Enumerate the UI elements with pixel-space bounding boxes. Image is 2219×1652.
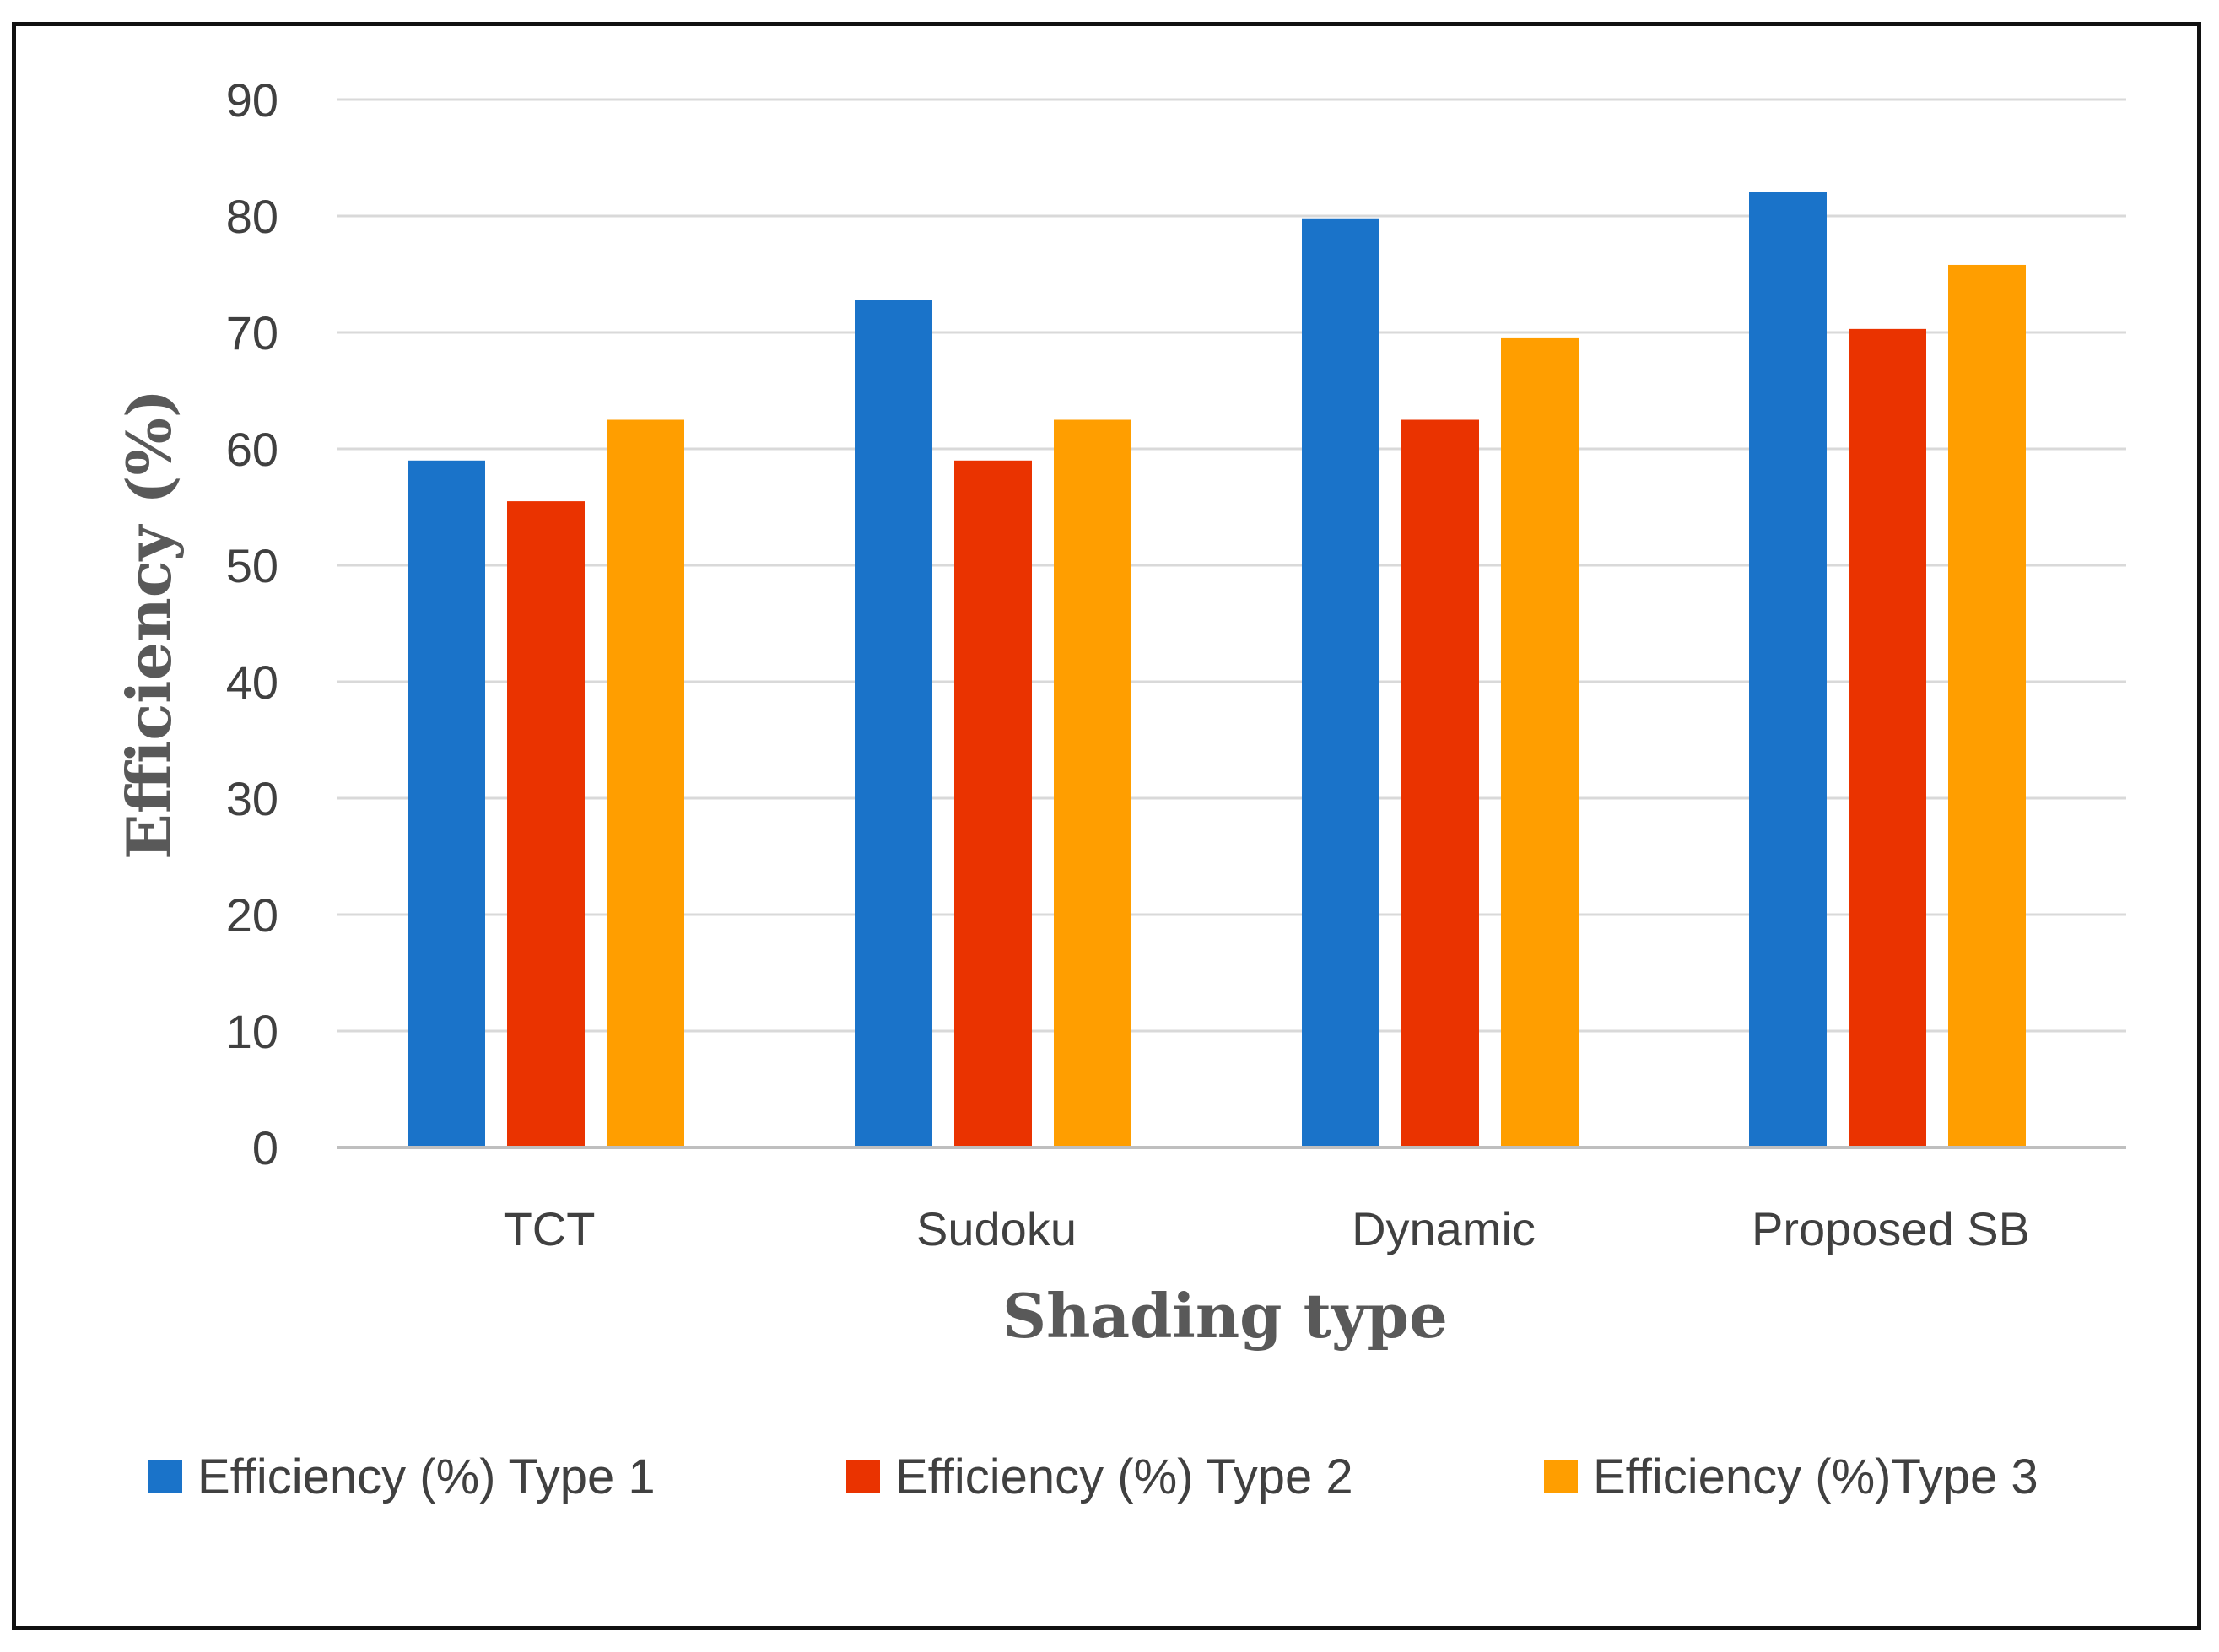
bars [337, 192, 2126, 1149]
y-tick-label: 40 [226, 656, 278, 709]
bar-sudoku-type-2 [954, 460, 1032, 1147]
x-tick-label: Dynamic [1352, 1202, 1536, 1255]
y-tick-label: 10 [226, 1005, 278, 1058]
y-tick-label: 0 [252, 1121, 278, 1174]
legend-label-type-3: Efficiency (%)Type 3 [1593, 1450, 2038, 1504]
y-tick-label: 20 [226, 888, 278, 942]
y-tick-label: 30 [226, 772, 278, 825]
x-axis-ticks: TCT Sudoku Dynamic Proposed SB [504, 1202, 2030, 1255]
legend-label-type-1: Efficiency (%) Type 1 [197, 1450, 656, 1504]
bar-proposed-sb-type-2 [1849, 328, 1926, 1147]
x-axis-title: Shading type [1002, 1280, 1448, 1352]
bar-dynamic-type-2 [1401, 419, 1479, 1147]
y-tick-label: 70 [226, 306, 278, 359]
legend-swatch-type-2 [846, 1460, 880, 1493]
bar-tct-type-3 [607, 419, 684, 1147]
legend-swatch-type-1 [148, 1460, 182, 1493]
x-tick-label: Sudoku [916, 1202, 1077, 1255]
y-tick-label: 90 [226, 73, 278, 127]
bar-tct-type-1 [408, 460, 485, 1147]
bar-tct-type-2 [507, 501, 585, 1147]
y-axis-ticks: 0 10 20 30 40 50 60 70 80 90 [226, 73, 278, 1174]
bar-dynamic-type-1 [1302, 218, 1379, 1147]
bar-dynamic-type-3 [1501, 337, 1579, 1147]
bar-proposed-sb-type-1 [1749, 192, 1827, 1147]
x-tick-label: Proposed SB [1752, 1202, 2030, 1255]
bar-sudoku-type-3 [1054, 419, 1131, 1147]
legend-swatch-type-3 [1544, 1460, 1578, 1493]
y-tick-label: 80 [226, 190, 278, 243]
legend-label-type-2: Efficiency (%) Type 2 [895, 1450, 1353, 1504]
bar-sudoku-type-1 [855, 300, 932, 1147]
bar-proposed-sb-type-3 [1948, 264, 2026, 1148]
y-tick-label: 50 [226, 539, 278, 592]
y-axis-title: Efficiency (%) [113, 389, 185, 860]
x-tick-label: TCT [504, 1202, 596, 1255]
y-tick-label: 60 [226, 423, 278, 476]
legend: Efficiency (%) Type 1 Efficiency (%) Type… [148, 1450, 2038, 1504]
